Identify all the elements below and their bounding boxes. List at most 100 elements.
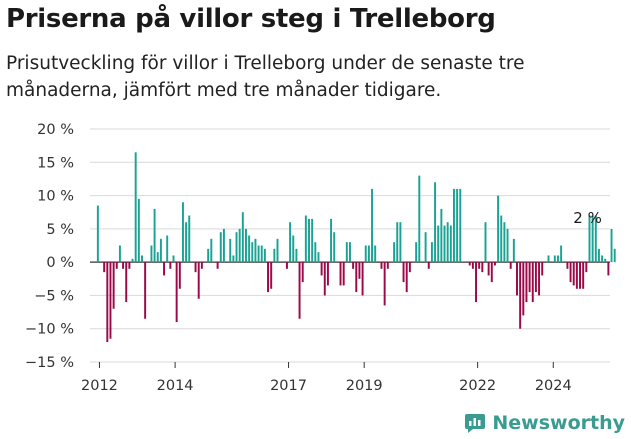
bar-positive (304, 215, 307, 263)
bar-positive (222, 228, 225, 263)
bar-negative (301, 262, 304, 283)
bar-negative (380, 262, 383, 269)
bar-negative (531, 262, 534, 303)
bar-negative (115, 262, 118, 269)
bar-positive (172, 255, 175, 263)
bar-positive (503, 222, 506, 263)
bar-positive (141, 255, 143, 263)
bar-negative (270, 262, 273, 289)
bar-positive (153, 208, 156, 263)
bar-positive (345, 242, 348, 263)
chart-title: Priserna på villor steg i Trelleborg (6, 4, 496, 34)
bar-negative (323, 262, 326, 296)
bar-positive (295, 248, 298, 263)
bar-positive (241, 212, 244, 263)
bar-positive (449, 225, 452, 263)
bar-positive (317, 252, 320, 263)
bar-positive (459, 188, 462, 263)
bar-positive (443, 225, 446, 263)
bar-negative (216, 262, 219, 269)
bar-negative (402, 262, 405, 283)
bar-negative (112, 262, 115, 309)
bar-negative (352, 262, 355, 269)
bar-negative (125, 262, 128, 303)
bar-positive (276, 238, 279, 263)
bar-negative (475, 262, 478, 303)
bar-positive (263, 248, 266, 263)
bar-positive (292, 235, 295, 263)
y-tick-label: 5 % (46, 222, 74, 238)
bar-negative (566, 262, 569, 269)
bar-positive (330, 218, 333, 263)
bar-negative (607, 262, 610, 276)
bar-negative (490, 262, 493, 283)
bar-negative (538, 262, 541, 296)
bar-positive (484, 222, 487, 263)
bar-negative (541, 262, 544, 276)
bar-negative (267, 262, 270, 293)
latest-value-annotation: 2 % (573, 209, 602, 227)
bar-positive (437, 225, 440, 263)
bar-positive (374, 245, 377, 263)
bar-positive (604, 258, 607, 263)
bar-positive (257, 245, 260, 263)
bar-negative (509, 262, 512, 269)
bar-negative (478, 262, 481, 269)
x-tick-label: 2024 (535, 378, 572, 394)
bar-negative (408, 262, 411, 273)
bar-positive (254, 238, 257, 263)
bar-positive (456, 188, 459, 263)
bar-negative (525, 262, 528, 303)
chart-subtitle: Prisutveckling för villor i Trelleborg u… (6, 53, 525, 101)
bar-positive (367, 245, 370, 263)
bar-positive (446, 222, 449, 263)
bar-positive (311, 218, 314, 263)
bar-negative (516, 262, 518, 296)
bar-positive (308, 218, 310, 263)
bar-positive (150, 245, 153, 263)
bar-negative (122, 262, 125, 269)
bar-negative (361, 262, 364, 296)
bar-positive (560, 245, 563, 263)
bar-positive (393, 242, 396, 263)
bar-positive (156, 252, 159, 263)
bar-positive (349, 242, 351, 263)
bar-negative (468, 262, 471, 266)
bar-positive (289, 222, 292, 263)
bar-negative (103, 262, 106, 273)
bar-positive (181, 202, 184, 263)
bar-positive (371, 188, 374, 263)
bar-positive (131, 258, 134, 263)
bar-negative (144, 262, 147, 319)
bar-negative (106, 262, 109, 343)
y-tick-label: −5 % (34, 288, 74, 304)
bar-positive (610, 228, 613, 263)
bar-positive (440, 208, 443, 263)
bar-positive (235, 232, 238, 263)
bar-negative (575, 262, 578, 289)
bar-positive (210, 238, 213, 263)
x-tick-label: 2019 (346, 378, 383, 394)
bar-positive (553, 255, 556, 263)
y-tick-label: 10 % (37, 189, 74, 205)
bar-negative (569, 262, 572, 283)
bar-negative (285, 262, 288, 269)
bar-positive (229, 238, 232, 263)
x-tick-label: 2012 (81, 378, 118, 394)
bar-negative (175, 262, 178, 323)
bar-negative (339, 262, 342, 286)
bar-negative (582, 262, 585, 289)
newsworthy-logo-text: Newsworthy (492, 412, 625, 434)
bar-positive (134, 152, 137, 263)
x-tick-label: 2022 (459, 378, 496, 394)
y-tick-label: 20 % (37, 122, 74, 138)
bar-positive (185, 222, 188, 263)
bar-positive (613, 248, 616, 263)
bar-negative (405, 262, 408, 293)
bar-negative (383, 262, 386, 306)
bar-negative (572, 262, 575, 286)
bar-negative (427, 262, 430, 269)
bar-positive (453, 188, 455, 263)
bar-negative (471, 262, 474, 269)
